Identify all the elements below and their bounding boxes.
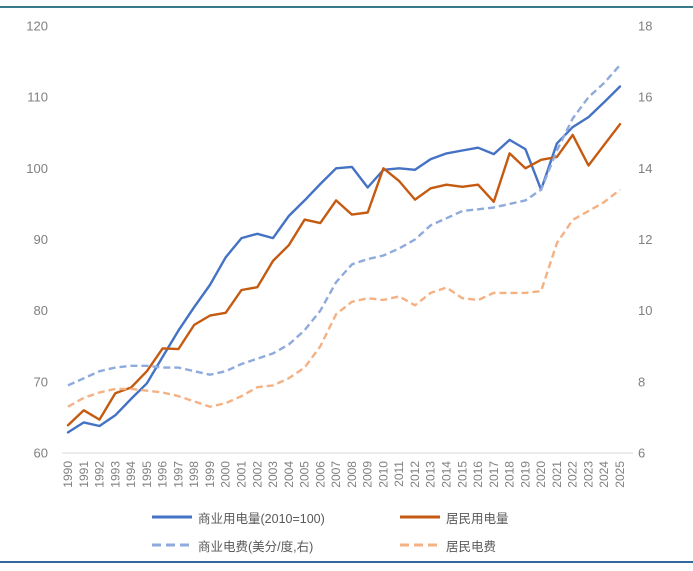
right-axis-tick-label: 14 bbox=[638, 161, 652, 176]
right-axis-tick-label: 16 bbox=[638, 90, 652, 105]
x-axis-year-label: 2011 bbox=[392, 461, 406, 487]
bottom-border-line bbox=[0, 561, 693, 563]
x-axis-year-label: 2023 bbox=[581, 461, 595, 488]
x-axis-year-label: 2020 bbox=[534, 461, 548, 488]
x-axis-year-label: 2017 bbox=[487, 461, 501, 488]
right-axis-tick-label: 18 bbox=[638, 19, 652, 34]
x-axis-year-label: 2005 bbox=[298, 461, 312, 488]
legend-label: 商业用电量(2010=100) bbox=[198, 511, 325, 526]
top-border-line bbox=[0, 6, 693, 8]
x-axis-year-label: 1993 bbox=[108, 461, 122, 488]
x-axis-year-label: 1992 bbox=[93, 461, 107, 488]
left-axis-tick-label: 90 bbox=[34, 232, 48, 247]
left-axis-tick-label: 70 bbox=[34, 374, 48, 389]
x-axis-year-label: 2000 bbox=[219, 461, 233, 488]
legend-label: 居民电费 bbox=[446, 539, 497, 554]
x-axis-year-label: 2004 bbox=[282, 461, 296, 488]
legend-item-commercial-usage: 商业用电量(2010=100) bbox=[152, 509, 325, 526]
x-axis-year-label: 2015 bbox=[455, 461, 469, 488]
left-axis-tick-label: 110 bbox=[27, 90, 48, 105]
series-line-1 bbox=[66, 122, 622, 427]
x-axis-year-label: 1998 bbox=[187, 461, 201, 488]
x-axis-year-label: 1997 bbox=[171, 461, 185, 488]
legend-line-sample-dashed-orange bbox=[400, 543, 440, 547]
x-axis-year-label: 2003 bbox=[266, 461, 280, 488]
left-axis-tick-label: 80 bbox=[34, 303, 48, 318]
x-axis-year-label: 2018 bbox=[503, 461, 517, 488]
series-line-2 bbox=[67, 64, 621, 387]
x-axis-year-label: 2009 bbox=[361, 461, 375, 488]
legend-line-sample-solid-orange bbox=[400, 515, 440, 519]
x-axis-year-label: 2019 bbox=[518, 461, 532, 488]
x-axis-year-label: 2001 bbox=[234, 461, 248, 488]
x-axis-year-label: 2002 bbox=[250, 461, 264, 488]
x-axis-year-label: 2022 bbox=[566, 461, 580, 488]
x-axis-year-label: 2025 bbox=[613, 461, 627, 488]
legend-item-residential-usage: 居民用电量 bbox=[400, 509, 509, 526]
x-axis-year-label: 2006 bbox=[313, 461, 327, 488]
x-axis-year-label: 1991 bbox=[77, 461, 91, 488]
left-axis-tick-label: 60 bbox=[34, 446, 48, 461]
x-axis-year-label: 1994 bbox=[124, 461, 138, 488]
legend-label: 居民用电量 bbox=[446, 511, 509, 526]
legend-line-sample-dashed-blue bbox=[152, 543, 192, 547]
x-axis-year-label: 2007 bbox=[329, 461, 343, 488]
right-axis-tick-label: 6 bbox=[638, 446, 645, 461]
left-axis-tick-label: 120 bbox=[26, 19, 48, 34]
right-axis-tick-label: 12 bbox=[638, 232, 652, 247]
x-axis-year-label: 2024 bbox=[597, 461, 611, 488]
series-line-3 bbox=[67, 188, 621, 408]
series-line-0 bbox=[66, 85, 622, 434]
x-axis-year-label: 1996 bbox=[156, 461, 170, 488]
legend-item-commercial-price: 商业电费(美分/度,右) bbox=[152, 537, 314, 554]
left-axis-tick-label: 100 bbox=[26, 161, 48, 176]
x-axis-year-label: 2014 bbox=[440, 461, 454, 488]
x-axis-year-label: 2012 bbox=[408, 461, 422, 488]
right-axis-tick-label: 8 bbox=[638, 374, 645, 389]
legend-item-residential-price: 居民电费 bbox=[400, 537, 497, 554]
x-axis-year-label: 2008 bbox=[345, 461, 359, 488]
x-axis-year-label: 1990 bbox=[61, 461, 75, 488]
right-axis-tick-label: 10 bbox=[638, 303, 652, 318]
legend-line-sample-solid-blue bbox=[152, 515, 192, 519]
x-axis-year-label: 1999 bbox=[203, 461, 217, 488]
x-axis-year-label: 2021 bbox=[550, 461, 564, 488]
x-axis-year-label: 2010 bbox=[376, 461, 390, 488]
legend-label: 商业电费(美分/度,右) bbox=[198, 539, 314, 554]
x-axis-year-label: 2016 bbox=[471, 461, 485, 488]
x-axis-year-label: 2013 bbox=[424, 461, 438, 488]
x-axis-year-label: 1995 bbox=[140, 461, 154, 488]
